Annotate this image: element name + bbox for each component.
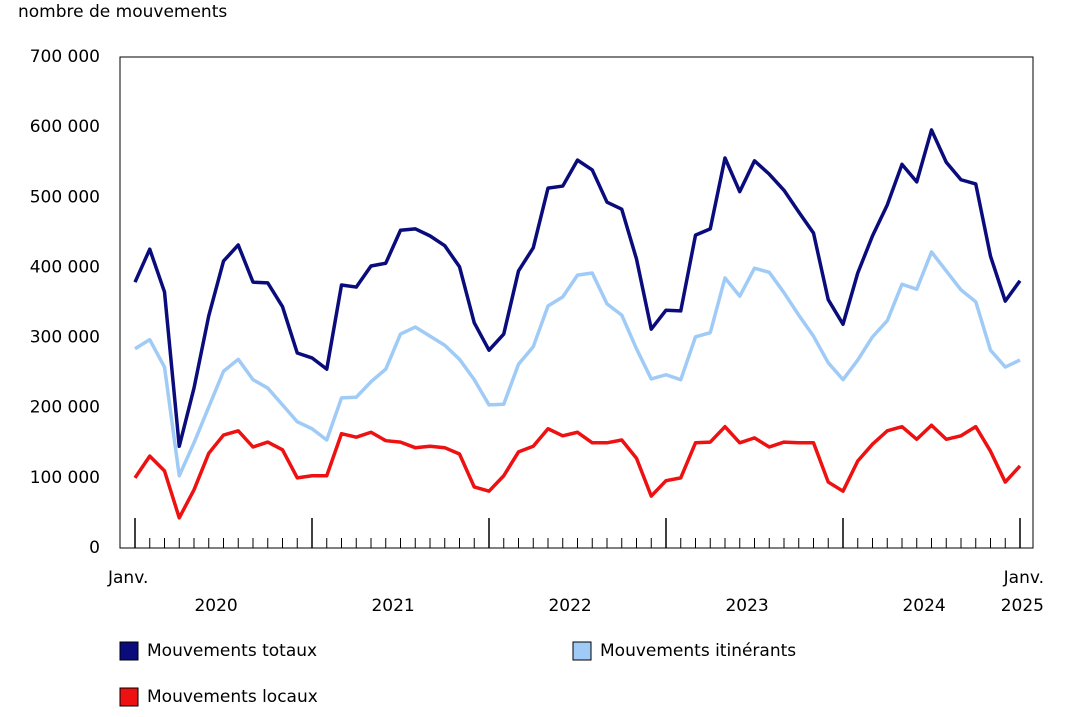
legend-label: Mouvements itinérants	[600, 641, 796, 661]
x-tick-label: Janv.	[107, 568, 148, 588]
y-tick-label: 200 000	[30, 398, 100, 418]
legend-label: Mouvements totaux	[147, 641, 317, 661]
series-line	[133, 128, 1022, 449]
year-label: 2020	[194, 596, 237, 616]
y-tick-label: 300 000	[30, 328, 100, 348]
y-tick-label: 700 000	[30, 47, 100, 67]
y-axis-title: nombre de mouvements	[18, 2, 227, 22]
y-tick-label: 600 000	[30, 117, 100, 137]
x-tick-label: Janv.	[1003, 568, 1044, 588]
legend-swatch	[572, 641, 592, 661]
series-line	[133, 423, 1022, 520]
y-tick-label: 500 000	[30, 187, 100, 207]
y-tick-label: 100 000	[30, 468, 100, 488]
y-tick-label: 0	[89, 538, 100, 558]
plot-frame	[119, 56, 1034, 549]
year-label: 2021	[371, 596, 414, 616]
series-line	[134, 250, 1021, 478]
y-tick-label: 400 000	[30, 257, 100, 277]
year-label: 2022	[548, 596, 591, 616]
year-label: 2023	[725, 596, 768, 616]
year-label: 2025	[1001, 596, 1044, 616]
legend-swatch	[119, 641, 139, 661]
year-label: 2024	[902, 596, 945, 616]
legend-swatch	[119, 687, 139, 707]
legend-label: Mouvements locaux	[147, 687, 318, 707]
